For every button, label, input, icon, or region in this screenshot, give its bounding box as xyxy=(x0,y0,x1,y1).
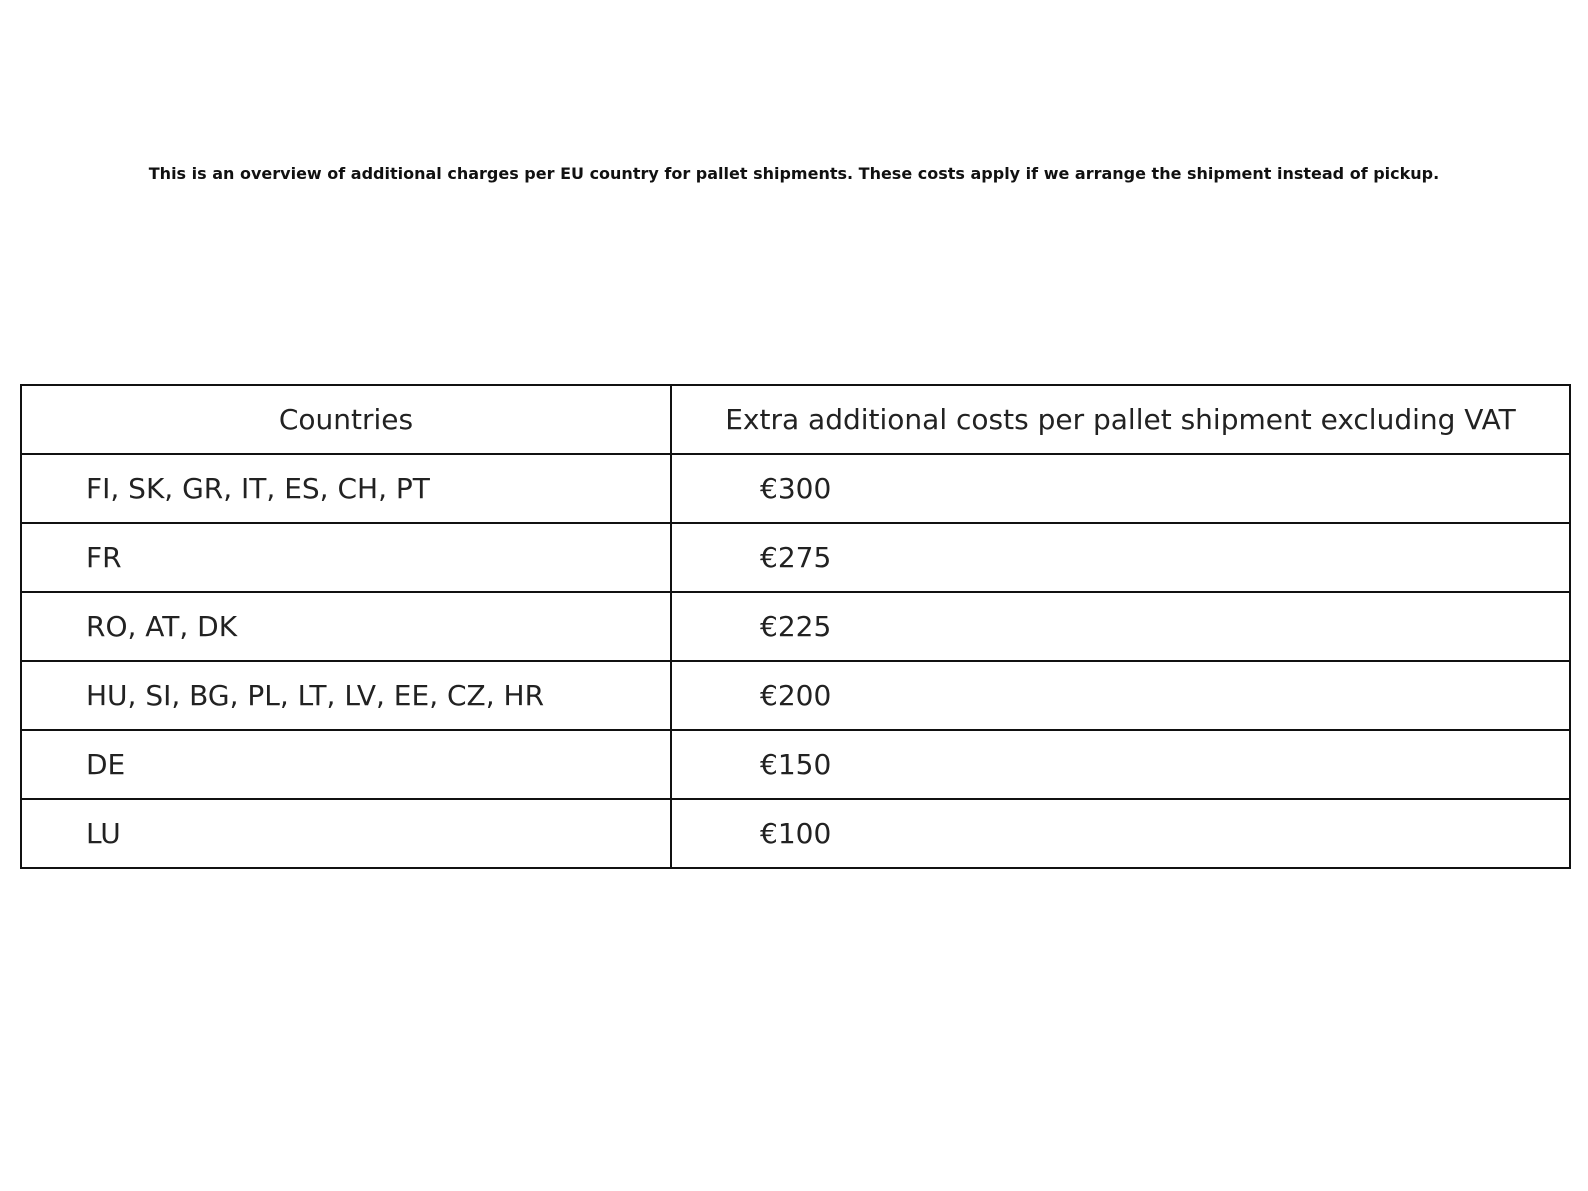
table-header-row: Countries Extra additional costs per pal… xyxy=(20,384,1571,455)
header-cost: Extra additional costs per pallet shipme… xyxy=(670,384,1571,455)
countries-cell: RO, AT, DK xyxy=(20,591,672,662)
countries-cell: FR xyxy=(20,522,672,593)
table-row: HU, SI, BG, PL, LT, LV, EE, CZ, HR €200 xyxy=(20,660,1571,731)
table-row: RO, AT, DK €225 xyxy=(20,591,1571,662)
countries-cell: HU, SI, BG, PL, LT, LV, EE, CZ, HR xyxy=(20,660,672,731)
table-row: LU €100 xyxy=(20,798,1571,869)
intro-text: This is an overview of additional charge… xyxy=(148,164,1440,183)
cost-cell: €300 xyxy=(670,453,1571,524)
header-countries: Countries xyxy=(20,384,672,455)
cost-cell: €225 xyxy=(670,591,1571,662)
table-row: FI, SK, GR, IT, ES, CH, PT €300 xyxy=(20,453,1571,524)
table-row: FR €275 xyxy=(20,522,1571,593)
cost-cell: €100 xyxy=(670,798,1571,869)
countries-cell: DE xyxy=(20,729,672,800)
cost-cell: €200 xyxy=(670,660,1571,731)
table-row: DE €150 xyxy=(20,729,1571,800)
countries-cell: FI, SK, GR, IT, ES, CH, PT xyxy=(20,453,672,524)
countries-cell: LU xyxy=(20,798,672,869)
cost-cell: €150 xyxy=(670,729,1571,800)
pallet-charges-table: Countries Extra additional costs per pal… xyxy=(20,384,1571,869)
cost-cell: €275 xyxy=(670,522,1571,593)
